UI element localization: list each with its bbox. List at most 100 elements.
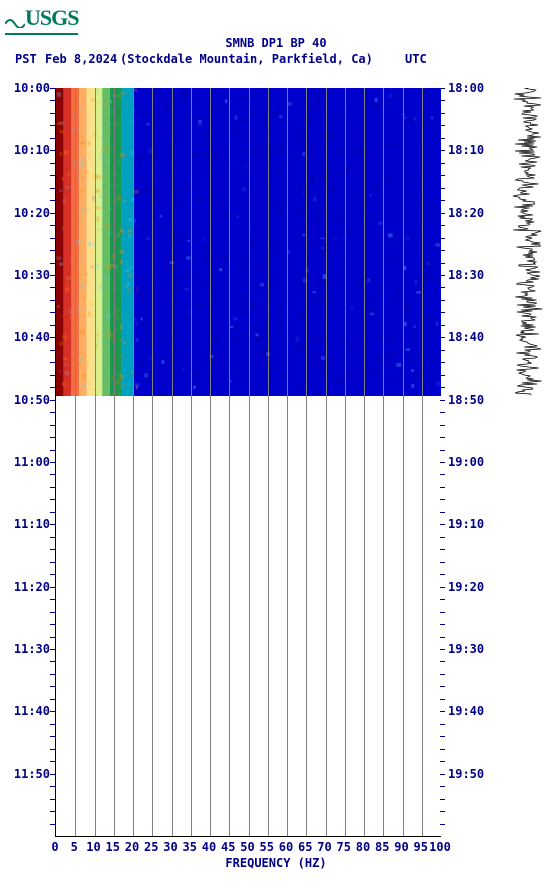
gridline	[172, 88, 173, 836]
x-tick-label: 20	[125, 840, 139, 854]
gridline	[114, 88, 115, 836]
y-tick	[50, 761, 55, 762]
y-tick	[50, 537, 55, 538]
y-tick	[440, 462, 445, 463]
date-label: Feb 8,2024	[45, 52, 117, 66]
y-tick	[440, 512, 445, 513]
y-tick	[440, 275, 445, 276]
y-tick	[50, 512, 55, 513]
y-tick	[440, 637, 445, 638]
y-tick	[440, 88, 445, 89]
y-tick	[50, 699, 55, 700]
y-tick	[50, 450, 55, 451]
y-tick	[50, 100, 55, 101]
x-tick-label: 40	[202, 840, 216, 854]
y-tick	[440, 200, 445, 201]
gridline	[422, 88, 423, 836]
y-tick	[50, 637, 55, 638]
x-tick-label: 30	[163, 840, 177, 854]
y-tick	[50, 474, 55, 475]
y-tick	[440, 238, 445, 239]
y-tick-left-label: 10:40	[14, 330, 50, 344]
gridline	[249, 88, 250, 836]
y-tick-right-label: 19:10	[448, 517, 484, 531]
y-tick	[50, 499, 55, 500]
y-tick-left-label: 10:20	[14, 206, 50, 220]
y-tick	[50, 175, 55, 176]
y-tick	[440, 375, 445, 376]
y-tick	[440, 412, 445, 413]
x-tick-label: 0	[51, 840, 58, 854]
y-tick-right-label: 19:30	[448, 642, 484, 656]
y-tick	[50, 163, 55, 164]
x-tick-label: 60	[279, 840, 293, 854]
y-tick	[440, 337, 445, 338]
x-axis-label: FREQUENCY (HZ)	[0, 856, 552, 870]
x-tick-label: 10	[86, 840, 100, 854]
y-tick	[50, 649, 55, 650]
y-tick	[50, 325, 55, 326]
y-tick	[440, 150, 445, 151]
y-tick-left-label: 11:10	[14, 517, 50, 531]
y-tick	[440, 699, 445, 700]
y-tick-right-label: 18:50	[448, 393, 484, 407]
y-tick-left-label: 11:50	[14, 767, 50, 781]
y-tick-left-label: 10:30	[14, 268, 50, 282]
y-tick	[50, 612, 55, 613]
y-tick-right-label: 18:00	[448, 81, 484, 95]
y-tick	[440, 250, 445, 251]
x-tick-label: 25	[144, 840, 158, 854]
y-tick	[440, 450, 445, 451]
y-tick	[50, 524, 55, 525]
y-tick-right-label: 18:30	[448, 268, 484, 282]
y-tick	[440, 749, 445, 750]
y-tick	[50, 774, 55, 775]
tz-right-label: UTC	[405, 52, 427, 66]
y-tick	[440, 362, 445, 363]
gridline	[75, 88, 76, 836]
y-tick	[50, 624, 55, 625]
y-tick	[440, 537, 445, 538]
location-label: (Stockdale Mountain, Parkfield, Ca)	[120, 52, 373, 66]
y-tick	[50, 587, 55, 588]
y-tick	[440, 599, 445, 600]
y-tick-left-label: 11:00	[14, 455, 50, 469]
y-tick	[50, 300, 55, 301]
y-tick-right-label: 18:20	[448, 206, 484, 220]
y-tick	[440, 225, 445, 226]
y-tick	[50, 400, 55, 401]
y-tick-left-label: 10:50	[14, 393, 50, 407]
y-tick	[440, 350, 445, 351]
y-tick	[50, 250, 55, 251]
y-tick	[50, 661, 55, 662]
y-tick	[50, 437, 55, 438]
y-tick	[50, 375, 55, 376]
tz-left-label: PST	[15, 52, 37, 66]
y-tick-right-label: 18:10	[448, 143, 484, 157]
chart-title: SMNB DP1 BP 40	[0, 36, 552, 50]
spectrogram-plot	[55, 88, 441, 837]
x-tick-label: 35	[183, 840, 197, 854]
y-tick	[440, 474, 445, 475]
y-tick-right-label: 19:40	[448, 704, 484, 718]
gridline	[364, 88, 365, 836]
y-tick	[50, 275, 55, 276]
y-tick-left-label: 11:30	[14, 642, 50, 656]
y-tick	[50, 225, 55, 226]
y-tick-left-label: 11:20	[14, 580, 50, 594]
y-tick	[50, 350, 55, 351]
y-tick	[440, 774, 445, 775]
gridline	[152, 88, 153, 836]
y-tick	[50, 287, 55, 288]
x-tick-label: 45	[221, 840, 235, 854]
gridline	[326, 88, 327, 836]
y-tick	[50, 487, 55, 488]
y-tick-right-label: 19:00	[448, 455, 484, 469]
y-tick	[50, 574, 55, 575]
y-tick	[50, 811, 55, 812]
y-tick	[50, 412, 55, 413]
x-tick-label: 65	[298, 840, 312, 854]
y-tick	[440, 287, 445, 288]
y-tick	[440, 524, 445, 525]
y-tick	[440, 736, 445, 737]
